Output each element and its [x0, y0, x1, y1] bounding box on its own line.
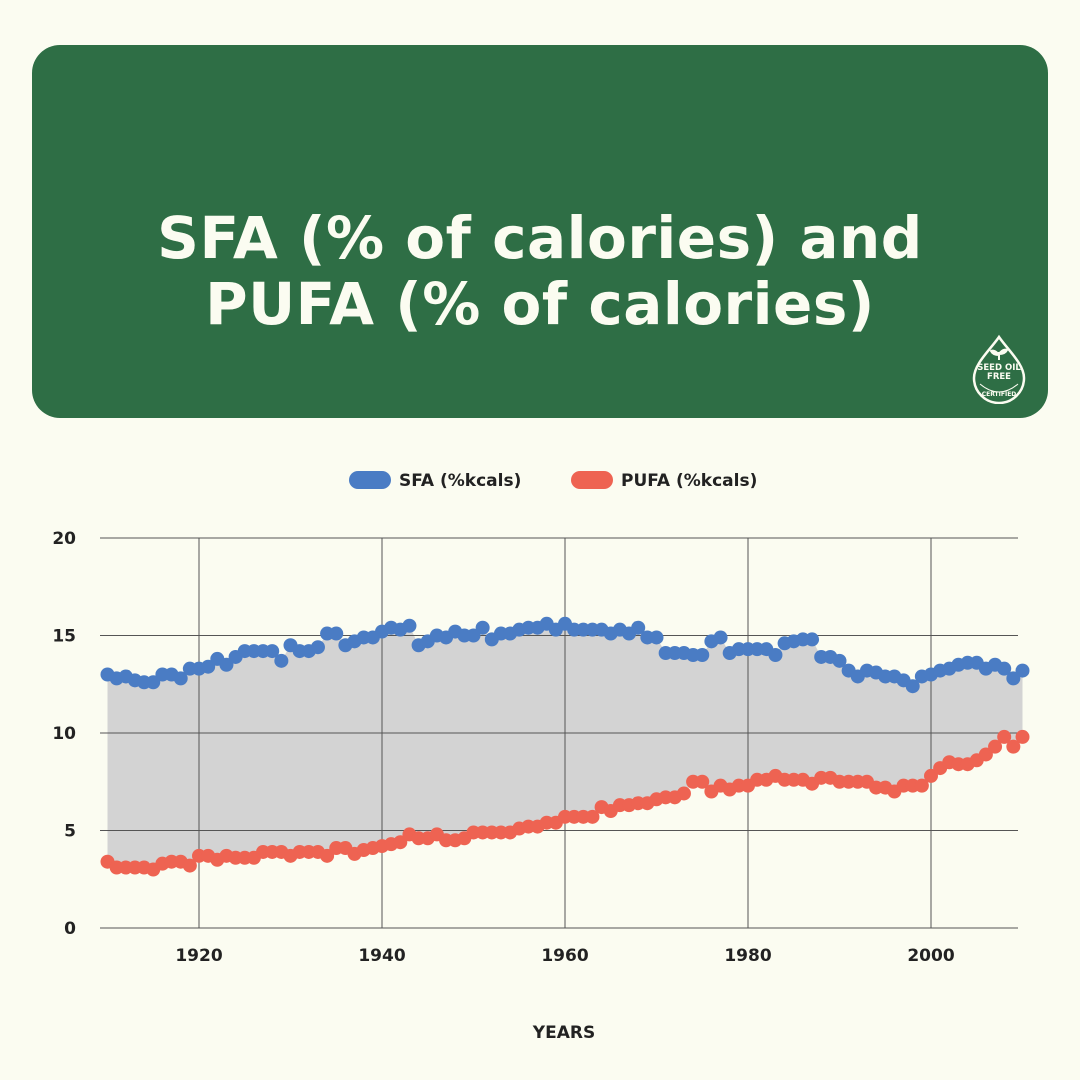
data-point-sfa: [649, 630, 664, 645]
y-tick-label: 5: [64, 822, 76, 842]
data-point-sfa: [997, 661, 1012, 676]
data-point-pufa: [182, 858, 197, 873]
data-point-sfa: [402, 618, 417, 633]
y-tick-label: 10: [52, 724, 76, 744]
svg-text:SEED OIL: SEED OIL: [977, 363, 1021, 373]
data-point-sfa: [274, 653, 289, 668]
y-tick-label: 20: [52, 529, 76, 549]
seed-oil-free-certified-badge-icon: SEED OIL FREE CERTIFIED: [972, 334, 1026, 404]
data-point-pufa: [585, 809, 600, 824]
data-point-sfa: [146, 675, 161, 690]
data-point-sfa: [310, 640, 325, 655]
title-line-2: PUFA (% of calories): [205, 270, 875, 338]
data-point-sfa: [466, 628, 481, 643]
data-point-sfa: [805, 632, 820, 647]
y-tick-label: 0: [64, 919, 76, 939]
svg-text:FREE: FREE: [987, 372, 1011, 382]
title-line-1: SFA (% of calories) and: [157, 204, 923, 272]
x-tick-label: 2000: [907, 946, 954, 966]
x-axis-title: YEARS: [532, 1023, 595, 1043]
x-tick-label: 1940: [358, 946, 405, 966]
legend-swatch-pufa: [571, 471, 613, 489]
data-point-pufa: [1006, 739, 1021, 754]
title-banner: SFA (% of calories) and PUFA (% of calor…: [32, 45, 1048, 418]
data-point-sfa: [329, 626, 344, 641]
data-point-sfa: [768, 648, 783, 662]
data-point-sfa: [201, 659, 216, 674]
legend-label-sfa: SFA (%kcals): [399, 471, 521, 491]
data-point-sfa: [265, 644, 280, 659]
chart-title: SFA (% of calories) and PUFA (% of calor…: [32, 205, 1048, 337]
data-point-pufa: [914, 778, 929, 793]
data-point-pufa: [924, 768, 938, 783]
legend-swatch-sfa: [349, 471, 391, 489]
data-point-sfa: [173, 671, 188, 686]
data-point-sfa: [631, 620, 646, 635]
x-tick-label: 1980: [724, 946, 771, 966]
data-point-sfa: [1015, 663, 1030, 678]
data-point-sfa: [219, 657, 234, 672]
x-tick-label: 1960: [541, 946, 588, 966]
data-point-sfa: [905, 679, 920, 694]
data-point-pufa: [676, 786, 691, 801]
data-point-sfa: [475, 620, 490, 635]
data-point-pufa: [988, 739, 1003, 754]
data-point-pufa: [320, 848, 335, 863]
data-point-sfa: [832, 653, 847, 668]
x-tick-label: 1920: [175, 946, 222, 966]
legend-label-pufa: PUFA (%kcals): [621, 471, 757, 491]
data-point-pufa: [997, 729, 1012, 744]
legend: SFA (%kcals) PUFA (%kcals): [349, 471, 757, 491]
data-point-pufa: [695, 774, 710, 789]
data-point-sfa: [713, 630, 728, 645]
data-point-sfa: [695, 648, 710, 662]
data-point-pufa: [1015, 729, 1030, 744]
data-point-pufa: [393, 835, 408, 850]
y-tick-label: 15: [52, 627, 76, 647]
data-point-pufa: [978, 747, 993, 762]
data-point-sfa: [1006, 671, 1021, 686]
svg-text:CERTIFIED: CERTIFIED: [982, 391, 1017, 398]
